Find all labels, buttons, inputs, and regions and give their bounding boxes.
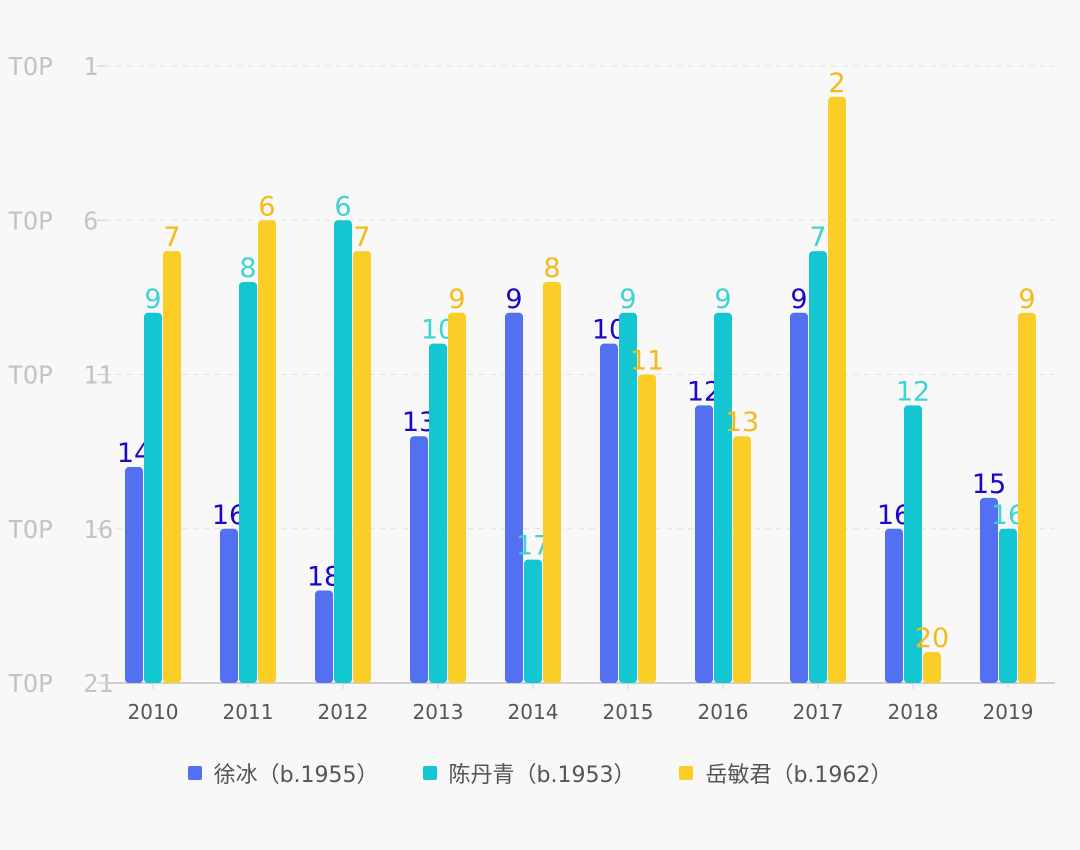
data-label-2015-series-1: 9 xyxy=(619,284,636,315)
x-tick-label: 2013 xyxy=(413,700,464,724)
legend-item[interactable]: 岳敏君（b.1962） xyxy=(679,757,892,789)
legend-item[interactable]: 徐冰（b.1955） xyxy=(187,757,379,789)
data-label-2014-series-2: 8 xyxy=(543,253,560,284)
bar-2014-series-0 xyxy=(505,312,523,683)
x-tick-label: 2015 xyxy=(603,700,654,724)
bar-2011-series-2 xyxy=(258,220,276,683)
bar-2012-series-0 xyxy=(315,590,333,683)
bar-2017-series-2 xyxy=(828,96,846,684)
data-label-2014-series-0: 9 xyxy=(505,284,522,315)
legend-item[interactable]: 陈丹青（b.1953） xyxy=(422,757,636,789)
bar-2010-series-0 xyxy=(125,467,143,683)
legend-swatch xyxy=(679,766,694,780)
bar-2019-series-2 xyxy=(1018,312,1036,683)
data-label-2017-series-0: 9 xyxy=(790,284,807,315)
data-label-2017-series-1: 7 xyxy=(809,222,826,253)
legend-swatch xyxy=(187,766,202,780)
bar-2011-series-1 xyxy=(239,281,257,683)
bar-2016-series-2 xyxy=(733,436,751,683)
bar-2014-series-2 xyxy=(543,281,561,683)
bar-2011-series-0 xyxy=(220,528,238,683)
bar-2018-series-0 xyxy=(885,528,903,683)
bar-2019-series-0 xyxy=(980,497,998,683)
data-label-2012-series-2: 7 xyxy=(353,222,370,253)
y-tick-label: TOP 11 xyxy=(8,361,113,390)
data-label-2015-series-2: 11 xyxy=(630,346,664,377)
bar-2015-series-2 xyxy=(638,374,656,683)
bar-2013-series-2 xyxy=(448,312,466,683)
data-label-2018-series-1: 12 xyxy=(896,376,930,407)
x-tick-label: 2011 xyxy=(223,700,274,724)
bar-2018-series-1 xyxy=(904,405,922,683)
data-label-2010-series-2: 7 xyxy=(163,222,180,253)
legend-label: 徐冰（b.1955） xyxy=(213,763,379,788)
bar-2010-series-2 xyxy=(163,251,181,683)
bar-2013-series-1 xyxy=(429,343,447,683)
data-label-2012-series-1: 6 xyxy=(334,191,351,222)
x-tick-label: 2010 xyxy=(128,700,179,724)
bar-2016-series-1 xyxy=(714,312,732,683)
x-tick-label: 2017 xyxy=(793,700,844,724)
x-tick-label: 2019 xyxy=(983,700,1034,724)
data-label-2013-series-2: 9 xyxy=(448,284,465,315)
y-tick-label: TOP 6 xyxy=(8,206,98,235)
data-label-2017-series-2: 2 xyxy=(828,68,845,99)
y-tick-label: TOP 1 xyxy=(8,52,98,81)
data-label-2016-series-1: 9 xyxy=(714,284,731,315)
x-tick-label: 2016 xyxy=(698,700,749,724)
y-tick-label: TOP 16 xyxy=(8,515,113,544)
legend: 徐冰（b.1955） 陈丹青（b.1953） 岳敏君（b.1962） xyxy=(0,757,1080,789)
bar-2015-series-0 xyxy=(600,343,618,683)
data-label-2019-series-2: 9 xyxy=(1018,284,1035,315)
bar-2012-series-2 xyxy=(353,251,371,683)
x-tick-label: 2012 xyxy=(318,700,369,724)
x-tick-label: 2014 xyxy=(508,700,559,724)
y-tick-label: TOP 21 xyxy=(8,669,113,698)
data-label-2011-series-2: 6 xyxy=(258,191,275,222)
data-label-2011-series-1: 8 xyxy=(239,253,256,284)
bar-2019-series-1 xyxy=(999,528,1017,683)
data-label-2016-series-2: 13 xyxy=(725,407,759,438)
bar-2016-series-0 xyxy=(695,405,713,683)
legend-label: 陈丹青（b.1953） xyxy=(448,763,636,788)
data-label-2018-series-2: 20 xyxy=(915,623,949,654)
bar-2018-series-2 xyxy=(923,652,941,683)
data-label-2019-series-0: 15 xyxy=(972,469,1006,500)
bar-2014-series-1 xyxy=(524,559,542,683)
bar-2017-series-1 xyxy=(809,251,827,683)
bar-2017-series-0 xyxy=(790,312,808,683)
bar-2010-series-1 xyxy=(144,312,162,683)
legend-label: 岳敏君（b.1962） xyxy=(705,763,893,788)
bar-2012-series-1 xyxy=(334,220,352,683)
legend-swatch xyxy=(422,766,437,780)
bar-2015-series-1 xyxy=(619,312,637,683)
bar-2013-series-0 xyxy=(410,436,428,683)
data-label-2010-series-1: 9 xyxy=(144,284,161,315)
x-tick-label: 2018 xyxy=(888,700,939,724)
